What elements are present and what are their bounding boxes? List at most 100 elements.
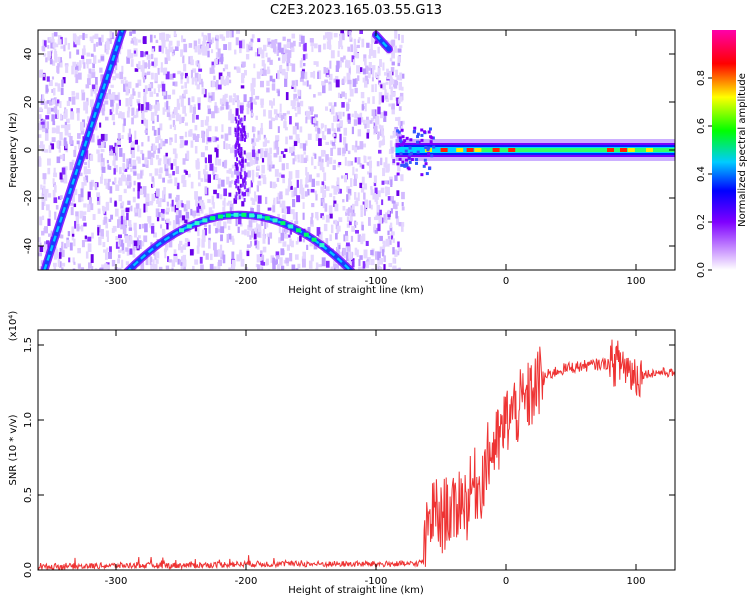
noise-pixel bbox=[398, 221, 402, 227]
noise-pixel bbox=[264, 137, 268, 147]
noise-pixel bbox=[150, 152, 155, 158]
noise-pixel bbox=[38, 134, 42, 138]
noise-pixel bbox=[241, 201, 245, 207]
noise-pixel bbox=[385, 81, 389, 85]
noise-pixel bbox=[112, 75, 117, 81]
noise-pixel bbox=[87, 236, 92, 242]
noise-pixel bbox=[262, 246, 267, 253]
noise-pixel bbox=[395, 117, 399, 121]
noise-pixel bbox=[112, 69, 116, 74]
noise-pixel bbox=[150, 183, 154, 188]
noise-pixel bbox=[396, 251, 400, 256]
noise-pixel bbox=[160, 208, 165, 214]
noise-pixel bbox=[85, 33, 88, 39]
noise-pixel bbox=[52, 178, 55, 184]
noise-pixel bbox=[343, 76, 346, 83]
streak-pixel bbox=[237, 114, 240, 119]
noise-pixel bbox=[197, 103, 201, 110]
noise-pixel bbox=[53, 253, 58, 260]
noise-pixel bbox=[292, 158, 295, 165]
noise-pixel bbox=[194, 259, 199, 265]
noise-pixel bbox=[38, 252, 42, 257]
signal-blob bbox=[401, 135, 405, 139]
noise-pixel bbox=[161, 228, 166, 238]
streak-pixel bbox=[244, 174, 247, 179]
noise-pixel bbox=[377, 67, 381, 76]
noise-pixel bbox=[45, 204, 50, 211]
noise-pixel bbox=[153, 88, 156, 95]
noise-pixel bbox=[61, 267, 64, 270]
noise-pixel bbox=[332, 195, 336, 201]
noise-pixel bbox=[395, 80, 399, 86]
noise-pixel bbox=[161, 35, 165, 42]
noise-pixel bbox=[325, 154, 329, 163]
streak-pixel bbox=[243, 132, 246, 137]
signal-blob bbox=[416, 135, 420, 139]
noise-pixel bbox=[331, 141, 336, 146]
noise-pixel bbox=[260, 127, 264, 135]
noise-pixel bbox=[84, 235, 87, 239]
noise-pixel bbox=[126, 212, 129, 221]
noise-pixel bbox=[44, 133, 49, 141]
noise-pixel bbox=[277, 90, 280, 97]
noise-pixel bbox=[289, 116, 292, 125]
noise-pixel bbox=[162, 177, 165, 183]
noise-pixel bbox=[260, 98, 264, 106]
noise-pixel bbox=[368, 48, 373, 56]
noise-pixel bbox=[190, 140, 194, 148]
noise-pixel bbox=[121, 201, 125, 206]
noise-pixel bbox=[154, 168, 159, 176]
noise-pixel bbox=[256, 223, 259, 231]
noise-pixel bbox=[348, 66, 351, 75]
noise-pixel bbox=[389, 94, 393, 101]
noise-pixel bbox=[370, 118, 375, 122]
streak-pixel bbox=[238, 160, 241, 165]
noise-pixel bbox=[140, 170, 143, 179]
noise-pixel bbox=[91, 68, 95, 73]
noise-pixel bbox=[180, 49, 184, 57]
noise-pixel bbox=[359, 116, 364, 123]
noise-pixel bbox=[80, 129, 85, 135]
noise-pixel bbox=[217, 158, 222, 166]
noise-pixel bbox=[67, 42, 71, 50]
noise-pixel bbox=[225, 78, 229, 86]
noise-pixel bbox=[154, 72, 159, 82]
signal-blob bbox=[409, 138, 413, 142]
x-tick-label: -300 bbox=[105, 276, 128, 287]
noise-pixel bbox=[145, 102, 150, 110]
noise-pixel bbox=[326, 160, 330, 167]
noise-pixel bbox=[91, 84, 96, 92]
signal-blob bbox=[398, 136, 402, 140]
noise-pixel bbox=[56, 156, 61, 164]
noise-pixel bbox=[397, 162, 401, 172]
noise-pixel bbox=[186, 200, 191, 210]
noise-pixel bbox=[347, 98, 351, 102]
noise-pixel bbox=[196, 206, 200, 213]
noise-pixel bbox=[185, 170, 188, 175]
noise-pixel bbox=[225, 75, 229, 80]
noise-pixel bbox=[165, 209, 169, 215]
noise-pixel bbox=[143, 205, 148, 213]
noise-pixel bbox=[124, 80, 128, 85]
noise-pixel bbox=[52, 182, 56, 188]
noise-pixel bbox=[112, 94, 115, 104]
noise-pixel bbox=[228, 267, 232, 270]
noise-pixel bbox=[206, 43, 210, 50]
noise-pixel bbox=[351, 126, 355, 135]
streak-pixel bbox=[235, 179, 238, 184]
noise-pixel bbox=[211, 49, 214, 54]
noise-pixel bbox=[201, 45, 205, 53]
colorbar: 0.00.20.40.60.8 Normalized spectral ampl… bbox=[696, 30, 748, 278]
noise-pixel bbox=[182, 38, 186, 43]
noise-pixel bbox=[257, 264, 260, 270]
noise-pixel bbox=[75, 74, 79, 84]
noise-pixel bbox=[152, 143, 156, 151]
noise-pixel bbox=[198, 182, 201, 187]
noise-pixel bbox=[396, 268, 400, 270]
noise-pixel bbox=[141, 114, 145, 120]
snr-ylabel: SNR (10 * v/v) bbox=[8, 414, 19, 485]
noise-pixel bbox=[244, 229, 247, 236]
noise-pixel bbox=[377, 251, 381, 261]
noise-pixel bbox=[298, 41, 302, 47]
noise-pixel bbox=[220, 250, 225, 260]
